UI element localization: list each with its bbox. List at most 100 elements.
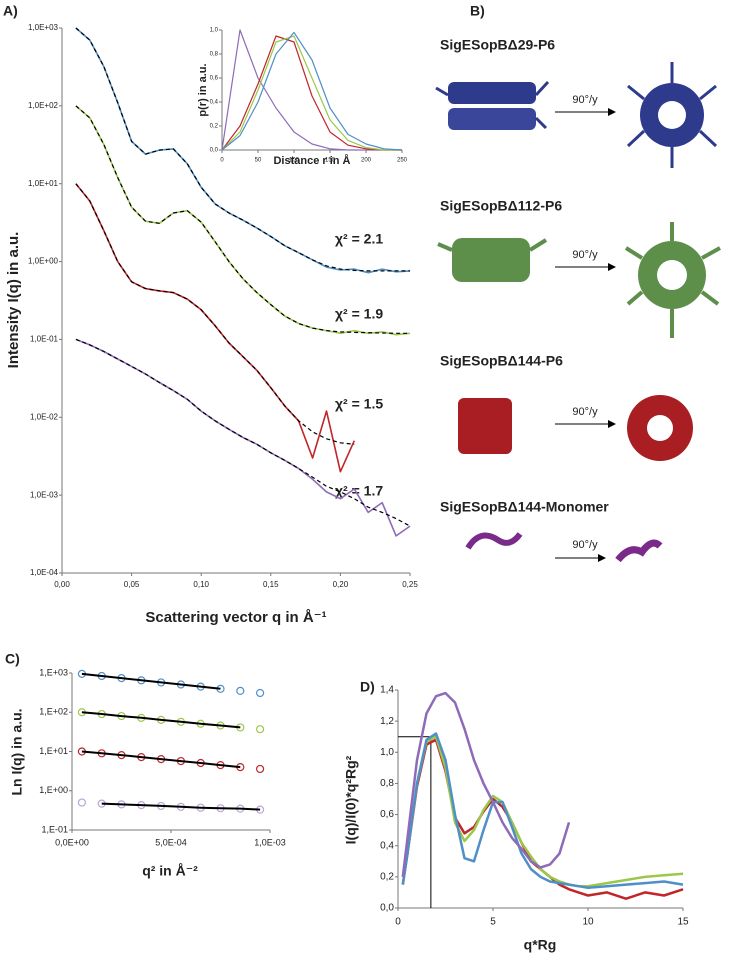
panel-label: C) (5, 651, 20, 667)
y-tick-label: 1,0 (380, 747, 394, 758)
molecule (458, 398, 512, 454)
y-tick-label: 1,4 (380, 685, 394, 696)
y-tick-label: 0,4 (380, 840, 394, 851)
arrows (555, 108, 616, 562)
molecule (448, 108, 536, 130)
annotation: χ² = 1.9 (335, 306, 383, 322)
x-tick-label: 0,15 (263, 580, 279, 589)
series-line (401, 735, 684, 888)
y-tick-label: 1,E+01 (39, 746, 68, 756)
x-tick-label: 15 (677, 917, 689, 928)
y-tick-label: 0,4 (210, 100, 219, 106)
x-tick-label: 0,05 (124, 580, 140, 589)
x-tick-label: 0,20 (333, 580, 349, 589)
molecule (437, 238, 548, 252)
x-tick-label: 0,10 (193, 580, 209, 589)
y-tick-label: 0,2 (380, 871, 394, 882)
y-axis-title: Intensity I(q) in a.u. (5, 232, 22, 369)
structure-name: SigESopBΔ144-Monomer (440, 499, 609, 515)
series-line (75, 338, 411, 537)
x-tick-label: 0,00 (54, 580, 70, 589)
x-tick-label: 100 (289, 158, 300, 164)
panel-label: B) (470, 3, 485, 19)
molecule (435, 80, 550, 130)
series-line (101, 802, 261, 811)
x-tick-label: 10 (582, 917, 594, 928)
series-line (75, 105, 411, 336)
y-tick-label: 1,0E-04 (30, 568, 59, 577)
panel-label: D) (360, 679, 375, 695)
y-tick-label: 1,0E+02 (28, 101, 59, 110)
molecule-hole (657, 260, 687, 290)
series-line (75, 183, 355, 445)
panel-label: A) (3, 3, 18, 19)
molecule-hole (658, 101, 686, 129)
y-tick-label: 1,E+03 (39, 667, 68, 677)
series-line (401, 732, 684, 890)
data-point (77, 798, 87, 807)
y-tick-label: 1,E+02 (39, 707, 68, 717)
annotation: χ² = 1.5 (335, 396, 383, 412)
molecule (452, 238, 530, 282)
x-tick-label: 1,0E-03 (254, 837, 286, 847)
y-tick-label: 0,6 (380, 809, 394, 820)
x-tick-label: 0,0E+00 (55, 837, 89, 847)
series-line (81, 750, 241, 769)
molecule (626, 62, 718, 168)
molecule (624, 222, 721, 338)
y-axis-title: p(r) in a.u. (197, 63, 209, 116)
y-tick-label: 1,0E-03 (30, 490, 59, 499)
x-tick-label: 50 (255, 158, 262, 164)
series-line (75, 27, 410, 272)
molecule-hole (647, 415, 673, 441)
data-point (236, 686, 245, 695)
rotation-label: 90°/y (572, 406, 598, 418)
x-axis-title: Distance r in Å (273, 154, 350, 167)
annotation: χ² = 2.1 (335, 231, 383, 247)
rotation-label: 90°/y (572, 94, 598, 106)
x-axis-title: q*Rg (524, 937, 557, 953)
series-line (81, 711, 241, 729)
x-tick-label: 250 (397, 158, 408, 164)
series-line (221, 35, 402, 151)
x-tick-label: 0 (395, 917, 401, 928)
y-tick-label: 0,0 (210, 148, 219, 154)
x-axis-title: Scattering vector q in Å⁻¹ (145, 609, 326, 626)
y-tick-label: 1,0E+00 (28, 257, 59, 266)
structure-side (435, 80, 550, 550)
y-tick-label: 1,0E-02 (30, 412, 59, 421)
y-axis-title: I(q)/I(0)*q²Rg² (343, 755, 359, 844)
x-tick-label: 0,25 (402, 580, 418, 589)
y-tick-label: 1,0E+03 (28, 23, 59, 32)
y-tick-label: 1,0 (210, 28, 219, 34)
y-tick-label: 0,0 (380, 903, 394, 914)
structure-top (615, 62, 721, 563)
y-tick-label: 0,6 (210, 76, 219, 82)
structure-name: SigESopBΔ29-P6 (440, 37, 555, 53)
y-tick-label: 0,8 (380, 778, 394, 789)
y-tick-label: 1,E+00 (39, 785, 68, 795)
structure-name: SigESopBΔ112-P6 (440, 198, 562, 214)
y-tick-label: 1,0E+01 (28, 179, 59, 188)
y-tick-label: 1,2 (380, 716, 394, 727)
series-line (221, 35, 402, 151)
data-point (256, 725, 265, 734)
series-line (221, 29, 402, 151)
y-tick-label: 0,2 (210, 124, 219, 130)
data-point (256, 764, 265, 774)
molecule (448, 82, 536, 104)
y-tick-label: 1,E-01 (41, 824, 68, 834)
rotation-label: 90°/y (572, 249, 598, 261)
series-line (401, 691, 571, 878)
molecule (465, 532, 523, 550)
x-axis-title: q² in Å⁻² (142, 863, 198, 879)
series-line (81, 672, 221, 690)
series-line (221, 31, 403, 151)
y-tick-label: 1,0E-01 (30, 335, 59, 344)
x-tick-label: 5,0E-04 (155, 837, 187, 847)
x-tick-label: 150 (325, 158, 336, 164)
x-tick-label: 0 (220, 158, 224, 164)
structure-name: SigESopBΔ144-P6 (440, 353, 563, 369)
